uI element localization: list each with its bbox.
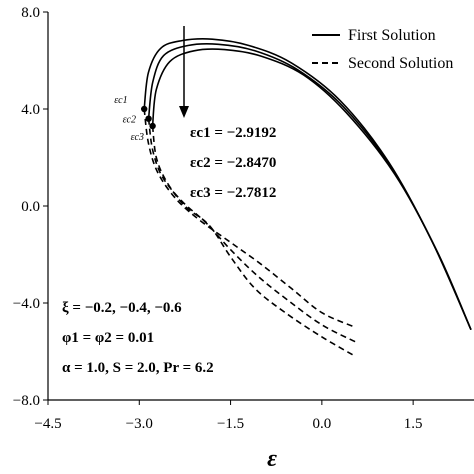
second-solution-line-1 — [143, 108, 356, 329]
x-tick-label: 1.5 — [404, 416, 423, 432]
y-tick-label: −8.0 — [13, 393, 40, 409]
x-tick-label: −1.5 — [217, 416, 244, 432]
parameter-annotation: ξ = −0.2, −0.4, −0.6 — [62, 300, 182, 316]
critical-points: εc1 εc2 εc3 — [114, 95, 156, 143]
critical-value-annotation: εc3 = −2.7812 — [190, 185, 276, 201]
x-tick-label: −4.5 — [34, 416, 61, 432]
first-solution-line-3 — [151, 48, 472, 331]
second-solution-line-3 — [151, 125, 356, 357]
critical-point-label: εc2 — [123, 115, 136, 126]
y-tick-label: −4.0 — [13, 296, 40, 312]
series-layer — [143, 38, 472, 357]
x-tick-label: −3.0 — [126, 416, 153, 432]
critical-value-annotation: εc1 = −2.9192 — [190, 125, 276, 141]
critical-point-label: εc1 — [114, 95, 127, 106]
critical-point-marker — [149, 122, 156, 130]
parameter-annotation: φ1 = φ2 = 0.01 — [62, 330, 154, 346]
annotations: εc1 = −2.9192 εc2 = −2.8470 εc3 = −2.7812 ξ… — [62, 26, 276, 376]
critical-point-label: εc3 — [131, 132, 144, 143]
x-tick-label: 0.0 — [312, 416, 331, 432]
y-tick-label: 0.0 — [21, 199, 40, 215]
critical-point-marker — [145, 115, 152, 122]
legend-label: First Solution — [348, 27, 436, 44]
direction-arrow-head — [179, 106, 189, 118]
critical-point-marker — [141, 105, 148, 113]
second-solution-line-2 — [147, 118, 356, 343]
legend-label: Second Solution — [348, 55, 453, 72]
parameter-annotation: α = 1.0, S = 2.0, Pr = 6.2 — [62, 360, 214, 376]
y-tick-label: 8.0 — [21, 5, 40, 21]
legend: First Solution Second Solution — [312, 27, 453, 72]
y-tick-label: 4.0 — [21, 102, 40, 118]
critical-value-annotation: εc2 = −2.8470 — [190, 155, 276, 171]
tick-labels: −4.5 −3.0 −1.5 0.0 1.5 8.0 4.0 0.0 −4.0 −8.0 — [13, 5, 423, 432]
x-axis-label: ε — [267, 446, 277, 472]
